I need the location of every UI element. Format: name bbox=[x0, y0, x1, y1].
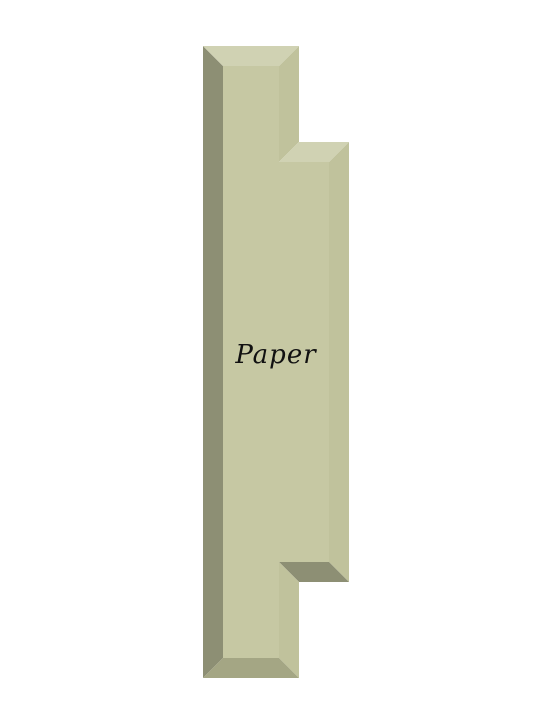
upper-tab-right-bevel bbox=[279, 46, 299, 162]
top-bevel bbox=[203, 46, 299, 66]
step-bottom-bevel bbox=[279, 562, 349, 582]
lower-tab-right-bevel bbox=[279, 562, 299, 678]
paper-face bbox=[223, 66, 329, 658]
bottom-bevel bbox=[203, 658, 299, 678]
right-bevel bbox=[329, 142, 349, 582]
paper-label: Paper bbox=[235, 340, 317, 370]
step-top-bevel bbox=[279, 142, 349, 162]
left-bevel bbox=[203, 46, 223, 678]
